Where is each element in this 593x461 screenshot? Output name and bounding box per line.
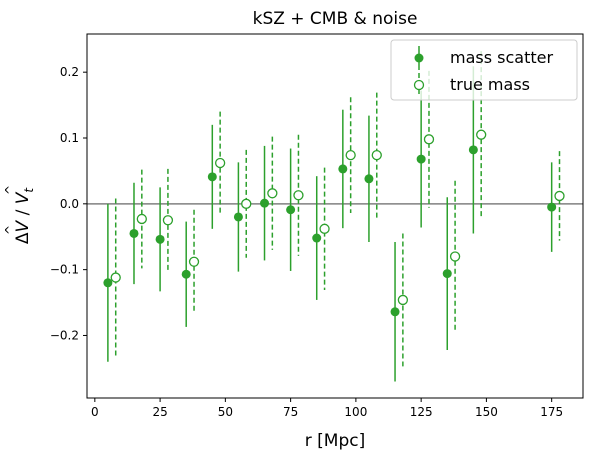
legend-entry-mass-scatter: mass scatter [414, 46, 553, 70]
legend-entry-true-mass: true mass [413, 73, 530, 97]
data-point-true-mass [214, 157, 226, 169]
y-label-hat-1: ^ [3, 225, 17, 235]
data-point-mass-scatter [416, 154, 426, 164]
x-tick-label: 100 [344, 405, 367, 419]
data-point-mass-scatter [338, 164, 348, 174]
data-point-mass-scatter [364, 174, 374, 184]
y-tick-label: 0.1 [60, 131, 79, 145]
data-point-mass-scatter [468, 145, 478, 155]
data-point-true-mass [449, 251, 461, 262]
y-axis-label: ΔV / Vt ^ ^ [3, 185, 36, 244]
x-tick-label: 175 [540, 405, 563, 419]
data-point-mass-scatter [547, 202, 557, 212]
y-tick-label: 0.2 [60, 65, 79, 79]
axes-frame [86, 33, 584, 399]
data-point-true-mass [241, 198, 252, 209]
data-point-true-mass [554, 190, 565, 202]
data-point-true-mass [345, 149, 356, 161]
y-label-v1: V [13, 219, 33, 232]
data-point-mass-scatter [181, 269, 191, 279]
data-point-mass-scatter [390, 307, 400, 317]
data-point-true-mass [110, 272, 121, 283]
legend-marker-filled [414, 53, 424, 63]
data-point-true-mass [397, 294, 409, 306]
y-tick-label: 0.0 [60, 197, 79, 211]
x-tick-label: 25 [152, 405, 167, 419]
data-point-true-mass [136, 213, 147, 225]
y-label-v2: V [13, 191, 33, 204]
data-point-mass-scatter [103, 278, 113, 288]
x-tick-label: 75 [283, 405, 298, 419]
data-point-true-mass [267, 188, 278, 199]
y-label-slash: / [13, 204, 33, 221]
data-point-mass-scatter [207, 172, 217, 182]
y-label-delta: Δ [13, 232, 33, 244]
x-tick-label: 125 [410, 405, 433, 419]
data-point-true-mass [476, 129, 487, 140]
data-point-mass-scatter [286, 205, 296, 215]
data-point-mass-scatter [233, 212, 243, 222]
x-tick-label: 150 [475, 405, 498, 419]
data-point-mass-scatter [260, 198, 270, 208]
data-point-true-mass [188, 256, 200, 267]
y-axis: −0.2 −0.1 0.0 0.1 0.2 [50, 65, 87, 342]
data-point-true-mass [293, 190, 304, 201]
data-point-mass-scatter [312, 233, 322, 243]
x-axis-label: r [Mpc] [305, 431, 365, 451]
legend-marker-open [413, 79, 425, 91]
y-label-hat-2: ^ [3, 185, 17, 195]
x-tick-label: 50 [218, 405, 233, 419]
legend-label-mass-scatter: mass scatter [450, 48, 553, 67]
y-label-subscript: t [22, 187, 36, 193]
x-axis: 0 25 50 75 100 125 150 175 [91, 398, 563, 419]
legend-box [390, 39, 578, 101]
data-point-mass-scatter [442, 269, 452, 279]
series-true-mass [110, 51, 565, 367]
y-tick-label: −0.2 [50, 328, 79, 342]
data-point-true-mass [371, 149, 382, 161]
legend: mass scatter true mass [390, 39, 578, 101]
y-tick-label: −0.1 [50, 263, 79, 277]
data-layer [103, 51, 565, 382]
data-point-mass-scatter [129, 228, 139, 238]
data-point-mass-scatter [155, 234, 165, 244]
series-mass-scatter [103, 66, 557, 382]
legend-label-true-mass: true mass [450, 75, 530, 94]
data-point-true-mass [162, 215, 174, 226]
svg-text:ΔV / Vt: ΔV / Vt [13, 187, 36, 244]
chart-title: kSZ + CMB & noise [253, 9, 418, 29]
data-point-true-mass [423, 134, 435, 145]
x-tick-label: 0 [91, 405, 99, 419]
data-point-true-mass [319, 223, 330, 234]
